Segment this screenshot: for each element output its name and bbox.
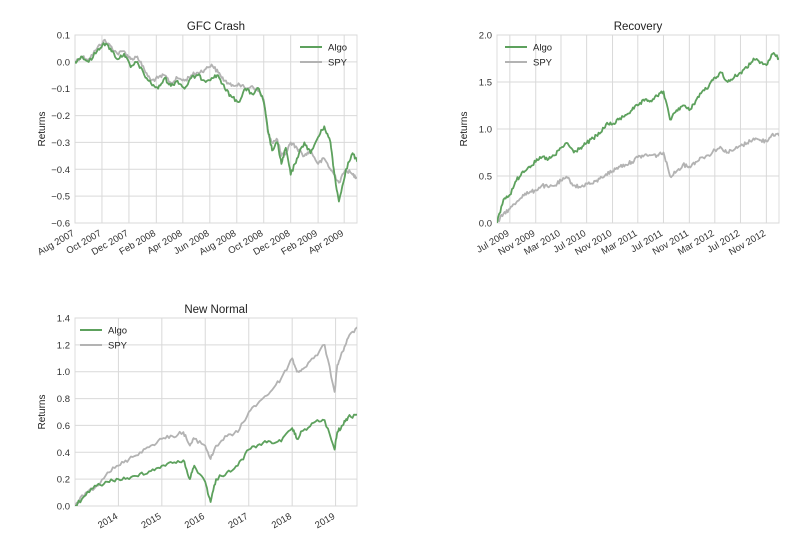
new-normal-chart: 0.0 0.2 0.4 0.6 0.8 1.0 1.2 1.4 2014 2015 2016 2017… [37, 304, 358, 531]
gfc-crash-y-tick-label: −0.4 [51, 165, 70, 176]
gfc-crash-series-algo-line [75, 42, 357, 203]
gfc-crash-series-spy-line [75, 38, 357, 184]
new-normal-y-tick-label: 1.2 [57, 340, 70, 351]
new-normal-series-spy-line [75, 326, 357, 506]
new-normal-y-tick-label: 0.2 [57, 475, 70, 486]
recovery-y-tick-label: 2.0 [479, 31, 492, 42]
new-normal-y-tick-label: 0.0 [57, 502, 70, 513]
gfc-crash-legend-label-spy: SPY [328, 58, 348, 69]
new-normal-x-tick-label: 2016 [183, 511, 207, 531]
new-normal-x-tick-label: 2015 [140, 511, 164, 531]
new-normal-x-tick-label: 2019 [313, 511, 337, 531]
gfc-crash-plot-area [74, 34, 358, 224]
gfc-crash-y-tick-label: −0.3 [51, 138, 70, 149]
new-normal-title: New Normal [184, 304, 247, 316]
new-normal-y-tick-label: 0.4 [57, 448, 70, 459]
gfc-crash-y-tick-label: −0.2 [51, 111, 70, 122]
recovery-y-axis-label: Returns [459, 111, 470, 146]
gfc-crash-y-tick-label: −0.1 [51, 84, 70, 95]
recovery-y-tick-label: 0.5 [479, 172, 492, 183]
recovery-y-tick-label: 1.5 [479, 78, 492, 89]
new-normal-legend-label-algo: Algo [108, 326, 127, 337]
recovery-title: Recovery [614, 21, 663, 33]
new-normal-x-tick-label: 2017 [226, 511, 250, 531]
new-normal-series-algo-line [75, 413, 357, 506]
new-normal-x-tick-label: 2014 [96, 511, 120, 531]
new-normal-legend-label-spy: SPY [108, 341, 128, 352]
gfc-crash-y-tick-label: 0.0 [57, 57, 70, 68]
new-normal-y-tick-label: 0.8 [57, 394, 70, 405]
gfc-crash-title: GFC Crash [187, 21, 245, 33]
recovery-series-spy-line [497, 132, 779, 223]
recovery-y-tick-label: 1.0 [479, 125, 492, 136]
new-normal-x-tick-label: 2018 [270, 511, 294, 531]
recovery-legend-label-spy: SPY [533, 58, 553, 69]
new-normal-y-tick-label: 1.0 [57, 367, 70, 378]
gfc-crash-y-tick-label: −0.5 [51, 192, 70, 203]
new-normal-plot-area [74, 317, 358, 507]
new-normal-y-tick-label: 1.4 [57, 314, 70, 325]
recovery-y-tick-label: 0.0 [479, 219, 492, 230]
new-normal-y-axis-label: Returns [37, 394, 48, 429]
gfc-crash-legend-label-algo: Algo [328, 43, 347, 54]
recovery-legend-label-algo: Algo [533, 43, 552, 54]
gfc-crash-y-tick-label: −0.6 [51, 219, 70, 230]
gfc-crash-y-tick-label: 0.1 [57, 31, 70, 42]
recovery-series-algo-line [497, 52, 779, 223]
new-normal-y-tick-label: 0.6 [57, 421, 70, 432]
gfc-crash-y-axis-label: Returns [37, 111, 48, 146]
